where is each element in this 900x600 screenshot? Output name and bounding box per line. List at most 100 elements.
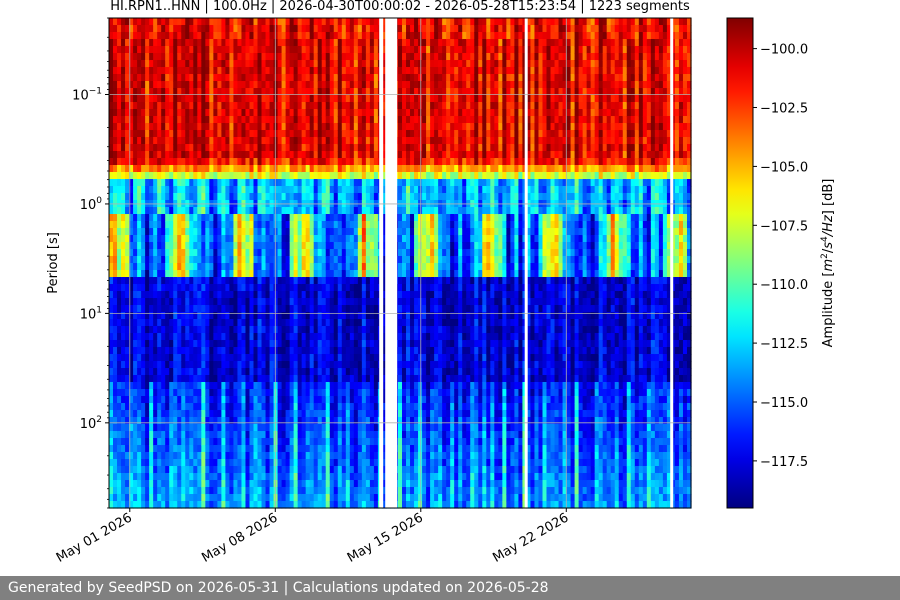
heatmap-cell	[149, 438, 154, 446]
heatmap-cell	[229, 116, 235, 124]
heatmap-cell	[345, 333, 351, 341]
heatmap-cell	[229, 256, 235, 264]
heatmap-cell	[301, 417, 307, 425]
heatmap-cell	[365, 123, 371, 131]
heatmap-cell	[181, 480, 186, 488]
heatmap-cell	[357, 305, 363, 313]
heatmap-cell	[297, 172, 303, 180]
heatmap-cell	[221, 466, 226, 474]
heatmap-cell	[169, 494, 174, 502]
heatmap-cell	[245, 109, 251, 117]
heatmap-cell	[329, 74, 335, 82]
heatmap-cell	[265, 501, 271, 509]
heatmap-cell	[253, 284, 259, 292]
heatmap-cell	[197, 102, 202, 110]
heatmap-cell	[349, 333, 355, 341]
heatmap-cell	[341, 417, 347, 425]
heatmap-cell	[265, 291, 271, 299]
heatmap-cell	[321, 95, 327, 103]
heatmap-cell	[281, 480, 287, 488]
heatmap-cell	[113, 452, 118, 460]
heatmap-cell	[285, 431, 291, 439]
heatmap-cell	[349, 256, 355, 264]
heatmap-cell	[181, 32, 186, 40]
heatmap-cell	[289, 277, 295, 285]
heatmap-cell	[213, 221, 218, 229]
heatmap-cell	[249, 403, 255, 411]
heatmap-cell	[149, 151, 154, 159]
heatmap-cell	[225, 109, 231, 117]
heatmap-cell	[205, 165, 210, 173]
heatmap-cell	[361, 487, 367, 495]
heatmap-cell	[301, 95, 307, 103]
heatmap-cell	[285, 46, 291, 54]
heatmap-cell	[129, 214, 134, 222]
heatmap-cell	[253, 207, 259, 215]
heatmap-cell	[297, 81, 303, 89]
heatmap-cell	[277, 284, 283, 292]
heatmap-cell	[261, 263, 267, 271]
heatmap-cell	[165, 60, 170, 68]
heatmap-cell	[137, 67, 142, 75]
heatmap-cell	[209, 74, 214, 82]
heatmap-cell	[357, 228, 363, 236]
heatmap-cell	[277, 466, 283, 474]
heatmap-cell	[285, 53, 291, 61]
heatmap-cell	[157, 46, 162, 54]
heatmap-cell	[225, 60, 231, 68]
heatmap-cell	[149, 172, 154, 180]
heatmap-cell	[217, 249, 222, 257]
heatmap-cell	[361, 347, 367, 355]
heatmap-cell	[289, 389, 295, 397]
heatmap-cell	[205, 74, 210, 82]
heatmap-cell	[305, 480, 311, 488]
heatmap-cell	[181, 214, 186, 222]
heatmap-cell	[153, 459, 158, 467]
heatmap-cell	[225, 438, 231, 446]
heatmap-cell	[269, 424, 275, 432]
heatmap-cell	[185, 263, 190, 271]
heatmap-cell	[149, 249, 154, 257]
heatmap-cell	[241, 333, 247, 341]
heatmap-cell	[269, 431, 275, 439]
heatmap-cell	[213, 340, 218, 348]
heatmap-cell	[117, 291, 122, 299]
heatmap-cell	[169, 312, 174, 320]
heatmap-cell	[329, 235, 335, 243]
heatmap-cell	[341, 39, 347, 47]
heatmap-cell	[257, 473, 263, 481]
heatmap-cell	[337, 18, 343, 26]
heatmap-cell	[253, 102, 259, 110]
heatmap-cell	[321, 487, 327, 495]
heatmap-cell	[365, 333, 371, 341]
heatmap-cell	[365, 396, 371, 404]
heatmap-cell	[137, 102, 142, 110]
heatmap-cell	[269, 67, 275, 75]
heatmap-cell	[345, 242, 351, 250]
heatmap-cell	[129, 403, 134, 411]
heatmap-cell	[369, 221, 375, 229]
heatmap-cell	[301, 452, 307, 460]
heatmap-cell	[273, 116, 279, 124]
heatmap-cell	[345, 277, 351, 285]
heatmap-cell	[205, 242, 210, 250]
heatmap-cell	[337, 53, 343, 61]
heatmap-cell	[349, 179, 355, 187]
heatmap-cell	[213, 116, 218, 124]
heatmap-cell	[273, 95, 279, 103]
heatmap-cell	[381, 312, 387, 320]
heatmap-cell	[161, 501, 166, 509]
heatmap-cell	[325, 207, 331, 215]
heatmap-cell	[153, 235, 158, 243]
heatmap-cell	[165, 396, 170, 404]
heatmap-cell	[201, 466, 206, 474]
heatmap-cell	[337, 382, 343, 390]
heatmap-cell	[313, 109, 319, 117]
heatmap-cell	[205, 459, 210, 467]
heatmap-cell	[209, 396, 214, 404]
heatmap-cell	[317, 319, 323, 327]
heatmap-cell	[125, 249, 130, 257]
heatmap-cell	[341, 256, 347, 264]
heatmap-cell	[249, 284, 255, 292]
heatmap-cell	[145, 438, 150, 446]
